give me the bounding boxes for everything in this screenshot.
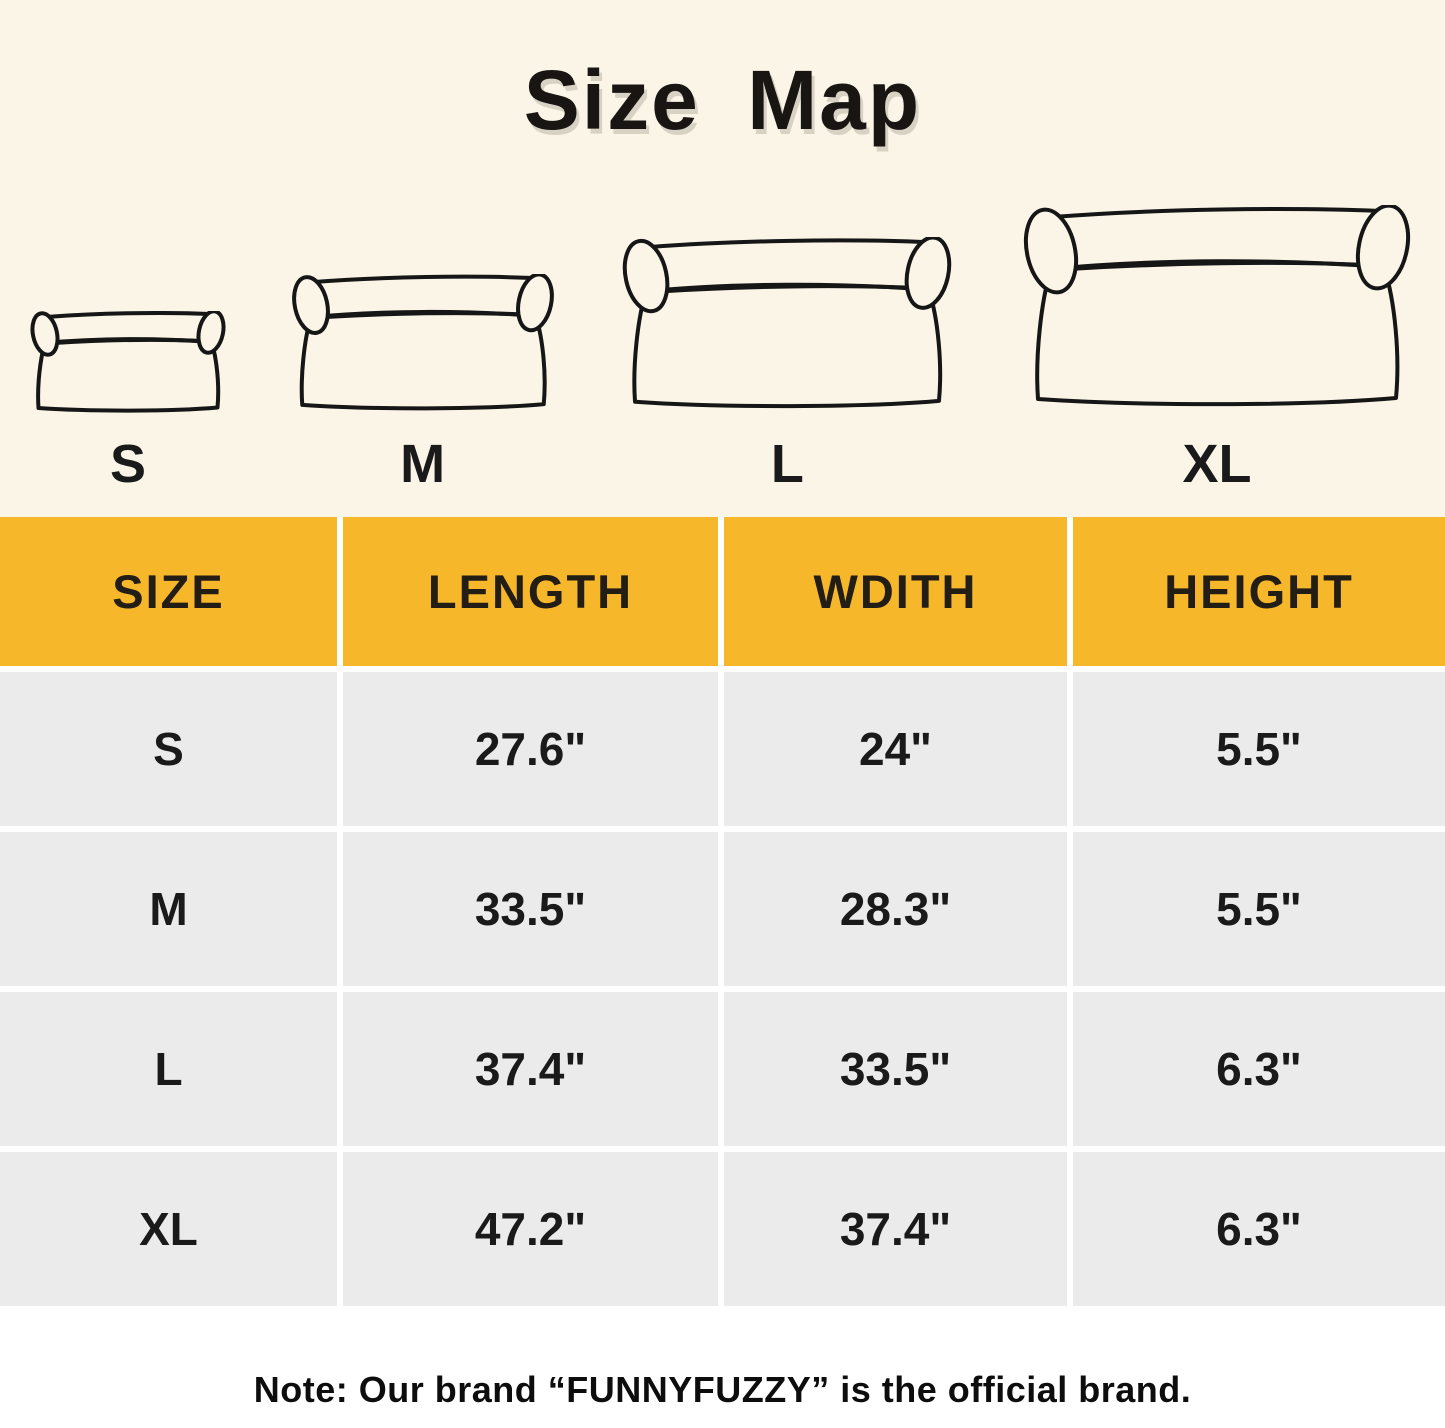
page-title: Size Map [523,53,922,147]
sofa-illustration-xl-icon [1017,205,1417,417]
column-header-length: LENGTH [343,517,718,666]
cell-l-length: 37.4" [343,992,718,1146]
size-map-section: Size Map S M [0,0,1445,517]
cell-m-width: 28.3" [724,832,1067,986]
cell-m-height: 5.5" [1073,832,1445,986]
sofa-item-s: S [28,311,228,495]
cell-s-width: 24" [724,672,1067,826]
column-header-size: SIZE [0,517,337,666]
sofa-size-label: XL [1182,434,1252,494]
size-table: SIZE LENGTH WDITH HEIGHT S 27.6" 24" 5.5… [0,517,1445,1306]
cell-l-height: 6.3" [1073,992,1445,1146]
cell-m-size: M [0,832,337,986]
sofa-size-label: M [400,434,446,494]
sofa-item-l: L [617,237,957,495]
sofa-illustration-s-icon [28,311,228,417]
column-header-width: WDITH [724,517,1067,666]
brand-note: Note: Our brand “FUNNYFUZZY” is the offi… [253,1368,1192,1410]
cell-xl-width: 37.4" [724,1152,1067,1306]
cell-s-height: 5.5" [1073,672,1445,826]
sofa-illustrations-row: S M L [0,205,1445,495]
cell-l-size: L [0,992,337,1146]
cell-xl-length: 47.2" [343,1152,718,1306]
cell-l-width: 33.5" [724,992,1067,1146]
sofa-size-label: L [770,434,804,494]
sofa-item-m: M [288,274,558,495]
sofa-size-label: S [109,434,147,494]
sofa-item-xl: XL [1017,205,1417,495]
cell-s-length: 27.6" [343,672,718,826]
cell-s-size: S [0,672,337,826]
sofa-illustration-m-icon [288,274,558,417]
cell-xl-size: XL [0,1152,337,1306]
cell-xl-height: 6.3" [1073,1152,1445,1306]
cell-m-length: 33.5" [343,832,718,986]
sofa-illustration-l-icon [617,237,957,417]
footer-note-area: Note: Our brand “FUNNYFUZZY” is the offi… [0,1306,1445,1425]
column-header-height: HEIGHT [1073,517,1445,666]
